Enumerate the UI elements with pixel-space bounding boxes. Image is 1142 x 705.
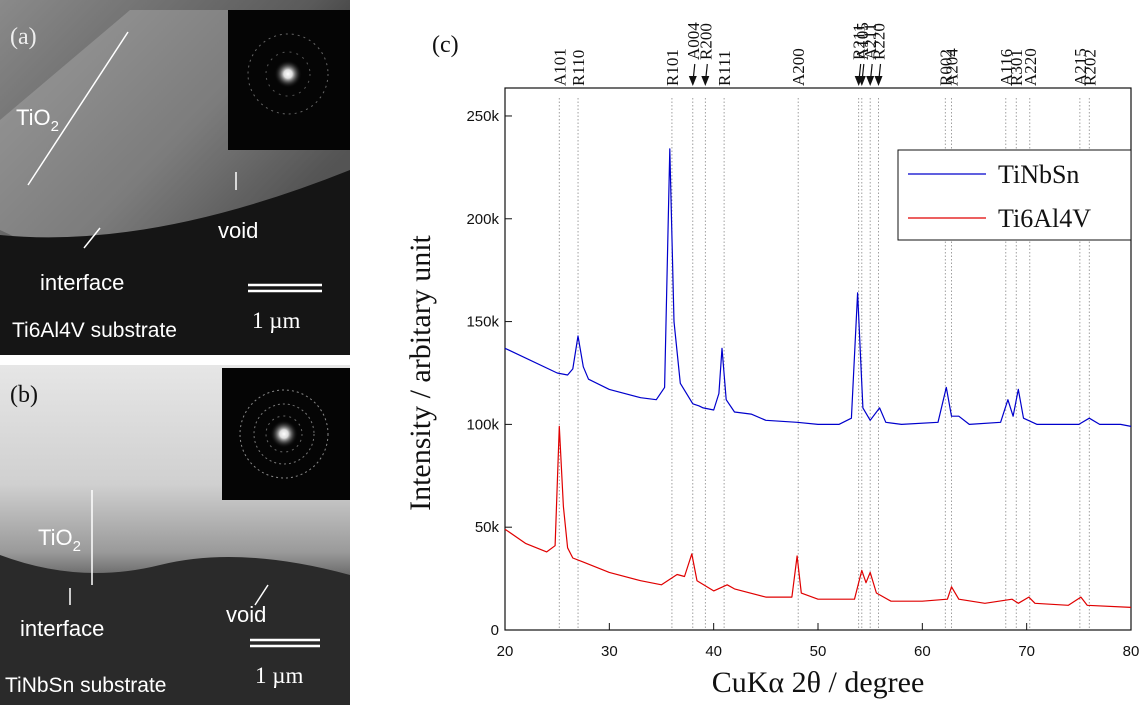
panel-label: (b) bbox=[10, 382, 38, 408]
legend-box bbox=[897, 149, 1132, 241]
peak-label: A220 bbox=[1021, 48, 1040, 86]
x-tick-label: 50 bbox=[810, 643, 827, 660]
y-tick-label: 100k bbox=[466, 416, 499, 433]
subscript: 2 bbox=[51, 118, 59, 135]
arrow bbox=[254, 584, 269, 606]
x-tick-label: 40 bbox=[705, 643, 722, 660]
peak-label: R220 bbox=[870, 23, 889, 60]
text: TiO bbox=[38, 525, 73, 550]
y-tick-label: 250k bbox=[466, 108, 499, 125]
diffraction-spot bbox=[270, 420, 298, 448]
peak-label: R101 bbox=[663, 49, 682, 86]
x-tick-label: 70 bbox=[1018, 643, 1035, 660]
scale-label: 1 µm bbox=[255, 663, 304, 688]
label-interface: interface bbox=[40, 270, 124, 295]
peak-label: R002 bbox=[936, 49, 955, 86]
peak-arrowhead bbox=[866, 76, 875, 86]
peak-arrowhead bbox=[857, 76, 866, 86]
peak-arrowhead bbox=[701, 76, 710, 86]
arrow bbox=[27, 31, 129, 186]
substrate-region bbox=[0, 170, 350, 355]
label-tio2: TiO2 bbox=[16, 105, 59, 135]
text: TiO bbox=[16, 105, 51, 130]
peak-label: R110 bbox=[569, 50, 588, 86]
y-tick-label: 150k bbox=[466, 314, 499, 331]
x-tick-label: 60 bbox=[914, 643, 931, 660]
peak-label: A105 bbox=[853, 22, 872, 60]
diffraction-ring bbox=[247, 33, 329, 115]
label-void: void bbox=[226, 602, 266, 627]
panel-b: (b) TiO2 void interface TiNbSn substrate… bbox=[0, 365, 350, 705]
series-line bbox=[504, 148, 1132, 427]
label-substrate: Ti6Al4V substrate bbox=[12, 319, 177, 342]
diffraction-ring bbox=[253, 403, 315, 465]
panel-a: (a) TiO2 void interface Ti6Al4V substrat… bbox=[0, 0, 350, 355]
label-tio2: TiO2 bbox=[38, 525, 81, 555]
label-substrate: TiNbSn substrate bbox=[5, 674, 166, 697]
peak-label: R301 bbox=[1007, 49, 1026, 86]
peak-arrowhead bbox=[874, 76, 883, 86]
peak-arrowhead bbox=[688, 76, 697, 86]
subscript: 2 bbox=[73, 538, 81, 555]
label-void: void bbox=[218, 218, 258, 243]
peak-label: R200 bbox=[696, 23, 715, 60]
diffraction-spot bbox=[274, 60, 302, 88]
diffraction-ring bbox=[265, 51, 311, 97]
peak-label: R111 bbox=[715, 50, 734, 86]
peak-label: A200 bbox=[789, 48, 808, 86]
label-interface: interface bbox=[20, 616, 104, 641]
y-tick-label: 50k bbox=[475, 519, 500, 536]
diffraction-ring bbox=[265, 415, 303, 453]
x-tick-label: 80 bbox=[1123, 643, 1140, 660]
legend-label: TiNbSn bbox=[998, 160, 1079, 189]
peak-label: A101 bbox=[550, 48, 569, 86]
peak-label: A211 bbox=[861, 23, 880, 60]
peak-label: A116 bbox=[997, 49, 1016, 86]
legend-label: Ti6Al4V bbox=[998, 204, 1091, 233]
y-tick-label: 0 bbox=[491, 622, 499, 639]
scale-label: 1 µm bbox=[252, 308, 301, 333]
series-line bbox=[504, 425, 1132, 608]
peak-label: A215 bbox=[1071, 48, 1090, 86]
panel-label: (c) bbox=[432, 32, 459, 58]
diffraction-ring bbox=[239, 389, 329, 479]
x-axis-title: CuKα 2θ / degree bbox=[712, 666, 925, 699]
arrow bbox=[83, 227, 101, 249]
peak-label: R202 bbox=[1080, 49, 1099, 86]
peak-label: A204 bbox=[943, 48, 962, 86]
x-tick-label: 30 bbox=[601, 643, 618, 660]
x-tick-label: 20 bbox=[497, 643, 514, 660]
panel-label: (a) bbox=[10, 24, 37, 50]
y-axis-title: Intensity / arbitary unit bbox=[404, 234, 437, 510]
y-tick-label: 200k bbox=[466, 211, 499, 228]
peak-label: R211 bbox=[850, 24, 869, 60]
peak-label: A004 bbox=[684, 22, 703, 60]
